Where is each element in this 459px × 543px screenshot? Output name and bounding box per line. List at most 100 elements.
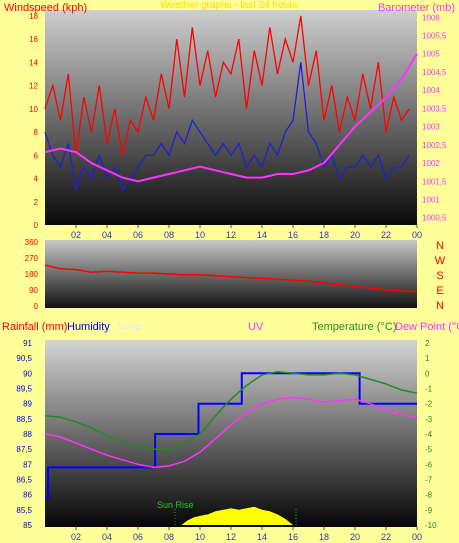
y-tick-label: 86 bbox=[23, 491, 32, 500]
y-tick-label: 85 bbox=[23, 521, 32, 530]
y-tick-label: 270 bbox=[25, 254, 39, 263]
x-tick-label: 22 bbox=[381, 532, 391, 542]
y-tick-label: 0 bbox=[34, 302, 39, 311]
y-tick-label: 86,5 bbox=[16, 476, 32, 485]
y-tick-label: 88 bbox=[23, 430, 32, 439]
humidity-axis-ticks: 85 85,5 86 86,5 87 87,5 88 88,5 89 89,5 90 90,5 91 bbox=[16, 339, 32, 530]
y-tick-label: 1005,5 bbox=[422, 32, 447, 41]
y-tick-label: -4 bbox=[425, 430, 433, 439]
y-tick-label: -1 bbox=[425, 385, 433, 394]
wind-time-axis: 02 04 06 08 10 12 14 16 18 20 22 00 bbox=[71, 225, 422, 240]
wind-plot-area bbox=[45, 10, 417, 225]
series-temperature bbox=[44, 371, 418, 450]
y-tick-label: -6 bbox=[425, 460, 433, 469]
y-tick-label: 91 bbox=[23, 339, 32, 348]
y-tick-label: 1002 bbox=[422, 159, 440, 168]
y-tick-label: 2 bbox=[34, 198, 39, 207]
x-tick-label: 06 bbox=[133, 532, 143, 542]
header-overlay: Weather graphs - last 24 hours bbox=[160, 0, 297, 11]
x-tick-label: 00 bbox=[412, 532, 422, 542]
y-tick-label: 18 bbox=[29, 12, 38, 21]
y-tick-label: 90,5 bbox=[16, 354, 32, 363]
y-tick-label: 1003 bbox=[422, 123, 440, 132]
y-tick-label: -9 bbox=[425, 506, 433, 515]
x-tick-label: 10 bbox=[195, 532, 205, 542]
y-tick-label: 88,5 bbox=[16, 415, 32, 424]
y-tick-label: 90 bbox=[23, 369, 32, 378]
y-tick-label: 1005 bbox=[422, 50, 440, 59]
y-tick-label: 180 bbox=[25, 270, 39, 279]
sunrise-label: Sun Rise bbox=[157, 500, 194, 510]
y-tick-label: -5 bbox=[425, 445, 433, 454]
series-average bbox=[44, 62, 410, 192]
x-tick-label: 20 bbox=[350, 230, 360, 240]
x-tick-label: 12 bbox=[226, 230, 236, 240]
y-tick-label: 1 bbox=[425, 354, 430, 363]
y-tick-label: 16 bbox=[29, 35, 38, 44]
y-tick-label: 87 bbox=[23, 460, 32, 469]
series-pressure bbox=[44, 53, 418, 183]
y-tick-label: 1003,5 bbox=[422, 104, 447, 113]
x-tick-label: 02 bbox=[71, 230, 81, 240]
direction-axis-ticks: 360 270 180 90 0 bbox=[25, 238, 39, 311]
x-tick-label: 08 bbox=[164, 230, 174, 240]
x-tick-label: 12 bbox=[226, 532, 236, 542]
y-tick-label: 89,5 bbox=[16, 385, 32, 394]
y-tick-label: 87,5 bbox=[16, 445, 32, 454]
y-tick-label: 1004 bbox=[422, 86, 440, 95]
y-tick-label: 360 bbox=[25, 238, 39, 247]
y-tick-label: 12 bbox=[29, 82, 38, 91]
y-tick-label: 1006 bbox=[422, 13, 440, 22]
temp-time-axis: 02 04 06 08 10 12 14 16 18 20 22 00 bbox=[71, 527, 422, 542]
y-tick-label: 0 bbox=[34, 221, 39, 230]
y-tick-label: 89 bbox=[23, 400, 32, 409]
dewpoint-title: Dew Point (°C) bbox=[395, 321, 459, 333]
humidity-title: Humidity bbox=[67, 321, 110, 333]
x-tick-label: 04 bbox=[102, 230, 112, 240]
y-tick-label: 1002,5 bbox=[422, 141, 447, 150]
direction-series bbox=[44, 264, 418, 293]
series-gust bbox=[44, 15, 410, 156]
x-tick-label: 14 bbox=[257, 230, 267, 240]
x-tick-label: 06 bbox=[133, 230, 143, 240]
barometer-axis-ticks: 1000,5 1001 1001,5 1002 1002,5 1003 1003,5 1004… bbox=[422, 13, 447, 222]
temp-series bbox=[44, 371, 418, 525]
temp-plot-area bbox=[45, 340, 417, 527]
y-tick-label: -2 bbox=[425, 400, 433, 409]
x-tick-label: 18 bbox=[319, 532, 329, 542]
y-tick-label: -8 bbox=[425, 491, 433, 500]
series-dew-point bbox=[44, 396, 418, 469]
compass-letter: S bbox=[436, 270, 443, 282]
y-tick-label: -3 bbox=[425, 415, 433, 424]
y-tick-label: -10 bbox=[425, 521, 437, 530]
x-tick-label: 04 bbox=[102, 532, 112, 542]
compass-letter: N bbox=[436, 300, 444, 312]
temperature-axis-ticks: 2 1 0 -1 -2 -3 -4 -5 -6 -7 -8 -9 -10 bbox=[425, 339, 437, 530]
x-tick-label: 18 bbox=[319, 230, 329, 240]
windspeed-title: Windspeed (kph) bbox=[4, 2, 87, 14]
x-tick-label: 20 bbox=[350, 532, 360, 542]
temperature-title: Temperature (°C) bbox=[312, 321, 396, 333]
x-tick-label: 14 bbox=[257, 532, 267, 542]
compass-letter: W bbox=[435, 255, 446, 267]
series-direction bbox=[44, 264, 418, 293]
x-tick-label: 08 bbox=[164, 532, 174, 542]
x-tick-label: 02 bbox=[71, 532, 81, 542]
y-tick-label: 1001,5 bbox=[422, 177, 447, 186]
rainfall-title: Rainfall (mm) bbox=[2, 321, 67, 333]
y-tick-label: 6 bbox=[34, 151, 39, 160]
y-tick-label: 14 bbox=[29, 58, 38, 67]
y-tick-label: 2 bbox=[425, 339, 430, 348]
y-tick-label: 4 bbox=[34, 175, 39, 184]
compass-letter: N bbox=[436, 240, 444, 252]
wind-series bbox=[44, 15, 418, 192]
y-tick-label: 0 bbox=[425, 369, 430, 378]
y-tick-label: 1004,5 bbox=[422, 68, 447, 77]
x-tick-label: 16 bbox=[288, 532, 298, 542]
series-solar bbox=[181, 506, 293, 525]
x-tick-label: 10 bbox=[195, 230, 205, 240]
series-humidity bbox=[45, 372, 417, 499]
